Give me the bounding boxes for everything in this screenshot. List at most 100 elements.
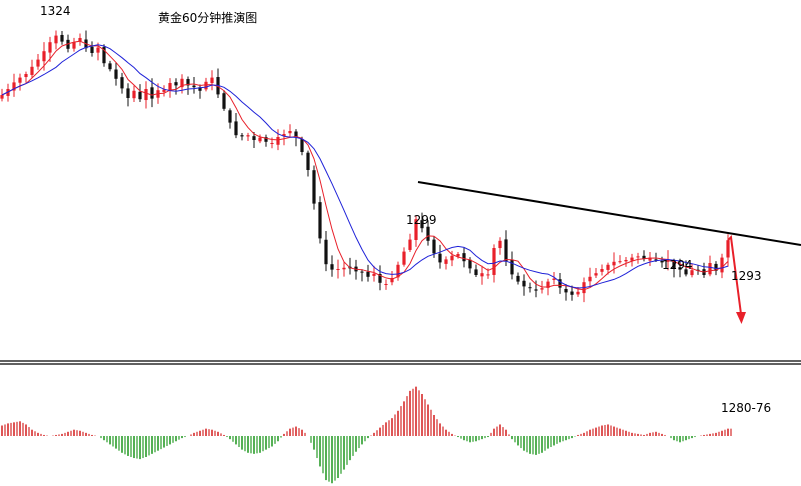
candle-body	[564, 288, 568, 293]
candle-body	[210, 77, 214, 84]
candle-body	[540, 288, 544, 290]
candle-body	[420, 220, 424, 229]
ma-5-line	[1, 40, 729, 291]
candle-body	[132, 90, 136, 99]
candle-body	[474, 269, 478, 275]
candle-body	[678, 267, 682, 270]
target-label-1280-76: 1280-76	[721, 401, 771, 415]
candle-body	[306, 152, 310, 170]
candle-body	[342, 267, 346, 270]
candle-body	[378, 274, 382, 283]
candle-body	[690, 270, 694, 276]
candle-body	[588, 276, 592, 282]
candle-body	[504, 239, 508, 262]
candle-body	[510, 259, 514, 275]
candle-body	[198, 87, 202, 91]
candle-body	[600, 269, 604, 272]
candle-body	[270, 143, 274, 144]
candle-body	[546, 281, 550, 288]
candle-body	[630, 257, 634, 261]
candle-body	[36, 59, 40, 67]
candle-body	[282, 134, 286, 137]
candle-body	[438, 253, 442, 263]
resistance-trendline	[417, 181, 801, 246]
candle-body	[480, 273, 484, 277]
candle-body	[150, 87, 154, 99]
candle-body	[726, 240, 730, 258]
candle-body	[714, 263, 718, 271]
candle-body	[432, 239, 436, 254]
projection-line	[727, 235, 742, 315]
candle-body	[684, 269, 688, 275]
candle-body	[648, 257, 652, 261]
candle-body	[138, 91, 142, 100]
candle-body	[192, 85, 196, 88]
candle-body	[558, 279, 562, 288]
candle-body	[18, 77, 22, 83]
candle-body	[60, 34, 64, 42]
candle-body	[498, 240, 502, 249]
candle-body	[312, 170, 316, 204]
candle-body	[624, 260, 628, 262]
candle-body	[264, 137, 268, 142]
candle-body	[180, 78, 184, 88]
candle-body	[414, 219, 418, 240]
candle-body	[336, 269, 340, 270]
candle-body	[468, 259, 472, 269]
candle-body	[618, 261, 622, 263]
candle-body	[72, 42, 76, 49]
candle-body	[486, 274, 490, 276]
candle-body	[54, 35, 58, 44]
price-label-1299: 1299	[406, 213, 437, 227]
candle-body	[594, 273, 598, 276]
candle-body	[24, 74, 28, 78]
chart-title: 黄金60分钟推演图	[158, 10, 257, 25]
candle-body	[120, 77, 124, 89]
candle-body	[396, 264, 400, 278]
candle-body	[402, 251, 406, 265]
candle-body	[576, 291, 580, 295]
candle-body	[660, 260, 664, 263]
candle-body	[204, 81, 208, 90]
candle-body	[708, 263, 712, 275]
candle-body	[612, 261, 616, 266]
candle-body	[666, 259, 670, 262]
candle-body	[222, 93, 226, 109]
candle-body	[162, 89, 166, 92]
candle-body	[444, 259, 448, 264]
candle-body	[252, 136, 256, 140]
candle-body	[258, 137, 262, 142]
candle-body	[78, 38, 82, 42]
candle-body	[330, 264, 334, 270]
candle-body	[384, 284, 388, 285]
candle-body	[90, 46, 94, 53]
candle-body	[654, 259, 658, 261]
candle-body	[390, 278, 394, 283]
candle-body	[372, 273, 376, 276]
candle-body	[360, 271, 364, 273]
candle-body	[528, 287, 532, 289]
price-label-1324: 1324	[40, 4, 71, 18]
candle-body	[276, 137, 280, 145]
projection-arrowhead	[736, 312, 746, 324]
candle-body	[102, 47, 106, 64]
candle-body	[294, 131, 298, 138]
candle-body	[126, 88, 130, 98]
candle-body	[240, 135, 244, 137]
candle-body	[0, 95, 4, 99]
macd-histogram	[1, 386, 732, 484]
candle-body	[534, 289, 538, 291]
candle-body	[450, 255, 454, 261]
candle-body	[30, 66, 34, 75]
candle-body	[456, 254, 460, 257]
candle-body	[636, 256, 640, 258]
candle-body	[570, 291, 574, 295]
candle-body	[186, 79, 190, 86]
candle-body	[174, 82, 178, 86]
candle-body	[318, 202, 322, 239]
ma-10-line	[1, 44, 729, 289]
candle-body	[48, 42, 52, 53]
candle-body	[12, 82, 16, 91]
